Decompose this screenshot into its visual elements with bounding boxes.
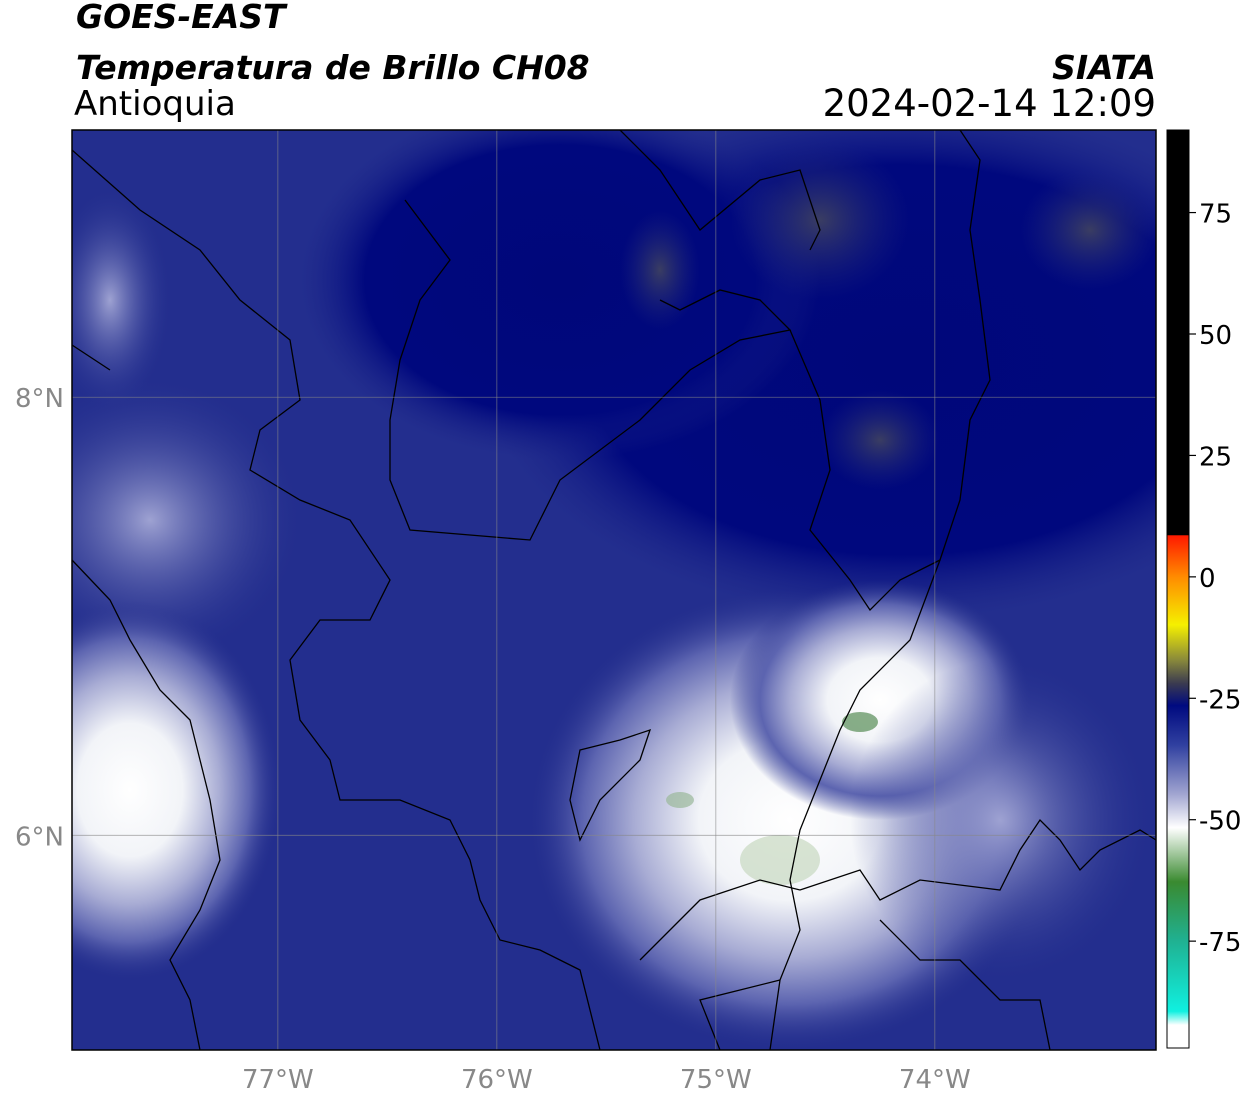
- title: GOES-EAST: [76, 0, 288, 36]
- x-tick-label: 77°W: [242, 1065, 314, 1095]
- colorbar-ticks: 75 50 25 0 -25 -50 -75: [1189, 200, 1241, 958]
- colorbar-tick-label: -75: [1199, 928, 1241, 958]
- colorbar-tick-label: -50: [1199, 807, 1241, 837]
- x-tick-label: 76°W: [461, 1065, 533, 1095]
- y-tick-label: 8°N: [15, 384, 64, 414]
- colorbar-tick-label: 0: [1199, 564, 1216, 594]
- x-tick-label: 74°W: [899, 1065, 971, 1095]
- x-tick-label: 75°W: [680, 1065, 752, 1095]
- colorbar: [1166, 129, 1190, 1049]
- colorbar-tick-label: -25: [1199, 685, 1241, 715]
- region: Antioquia: [74, 84, 236, 124]
- map-frame: [71, 129, 1157, 1051]
- y-tick-label: 6°N: [15, 822, 64, 852]
- source: SIATA: [1052, 48, 1156, 87]
- datetime: 2024-02-14 12:09: [823, 82, 1156, 125]
- colorbar-tick-label: 25: [1199, 442, 1232, 472]
- satellite-image: [72, 130, 1156, 1050]
- subtitle: Temperatura de Brillo CH08: [76, 48, 590, 87]
- grid: [72, 130, 1156, 1050]
- borders: [72, 130, 1156, 1050]
- colorbar-tick-label: 75: [1199, 200, 1232, 230]
- colorbar-tick-label: 50: [1199, 321, 1232, 351]
